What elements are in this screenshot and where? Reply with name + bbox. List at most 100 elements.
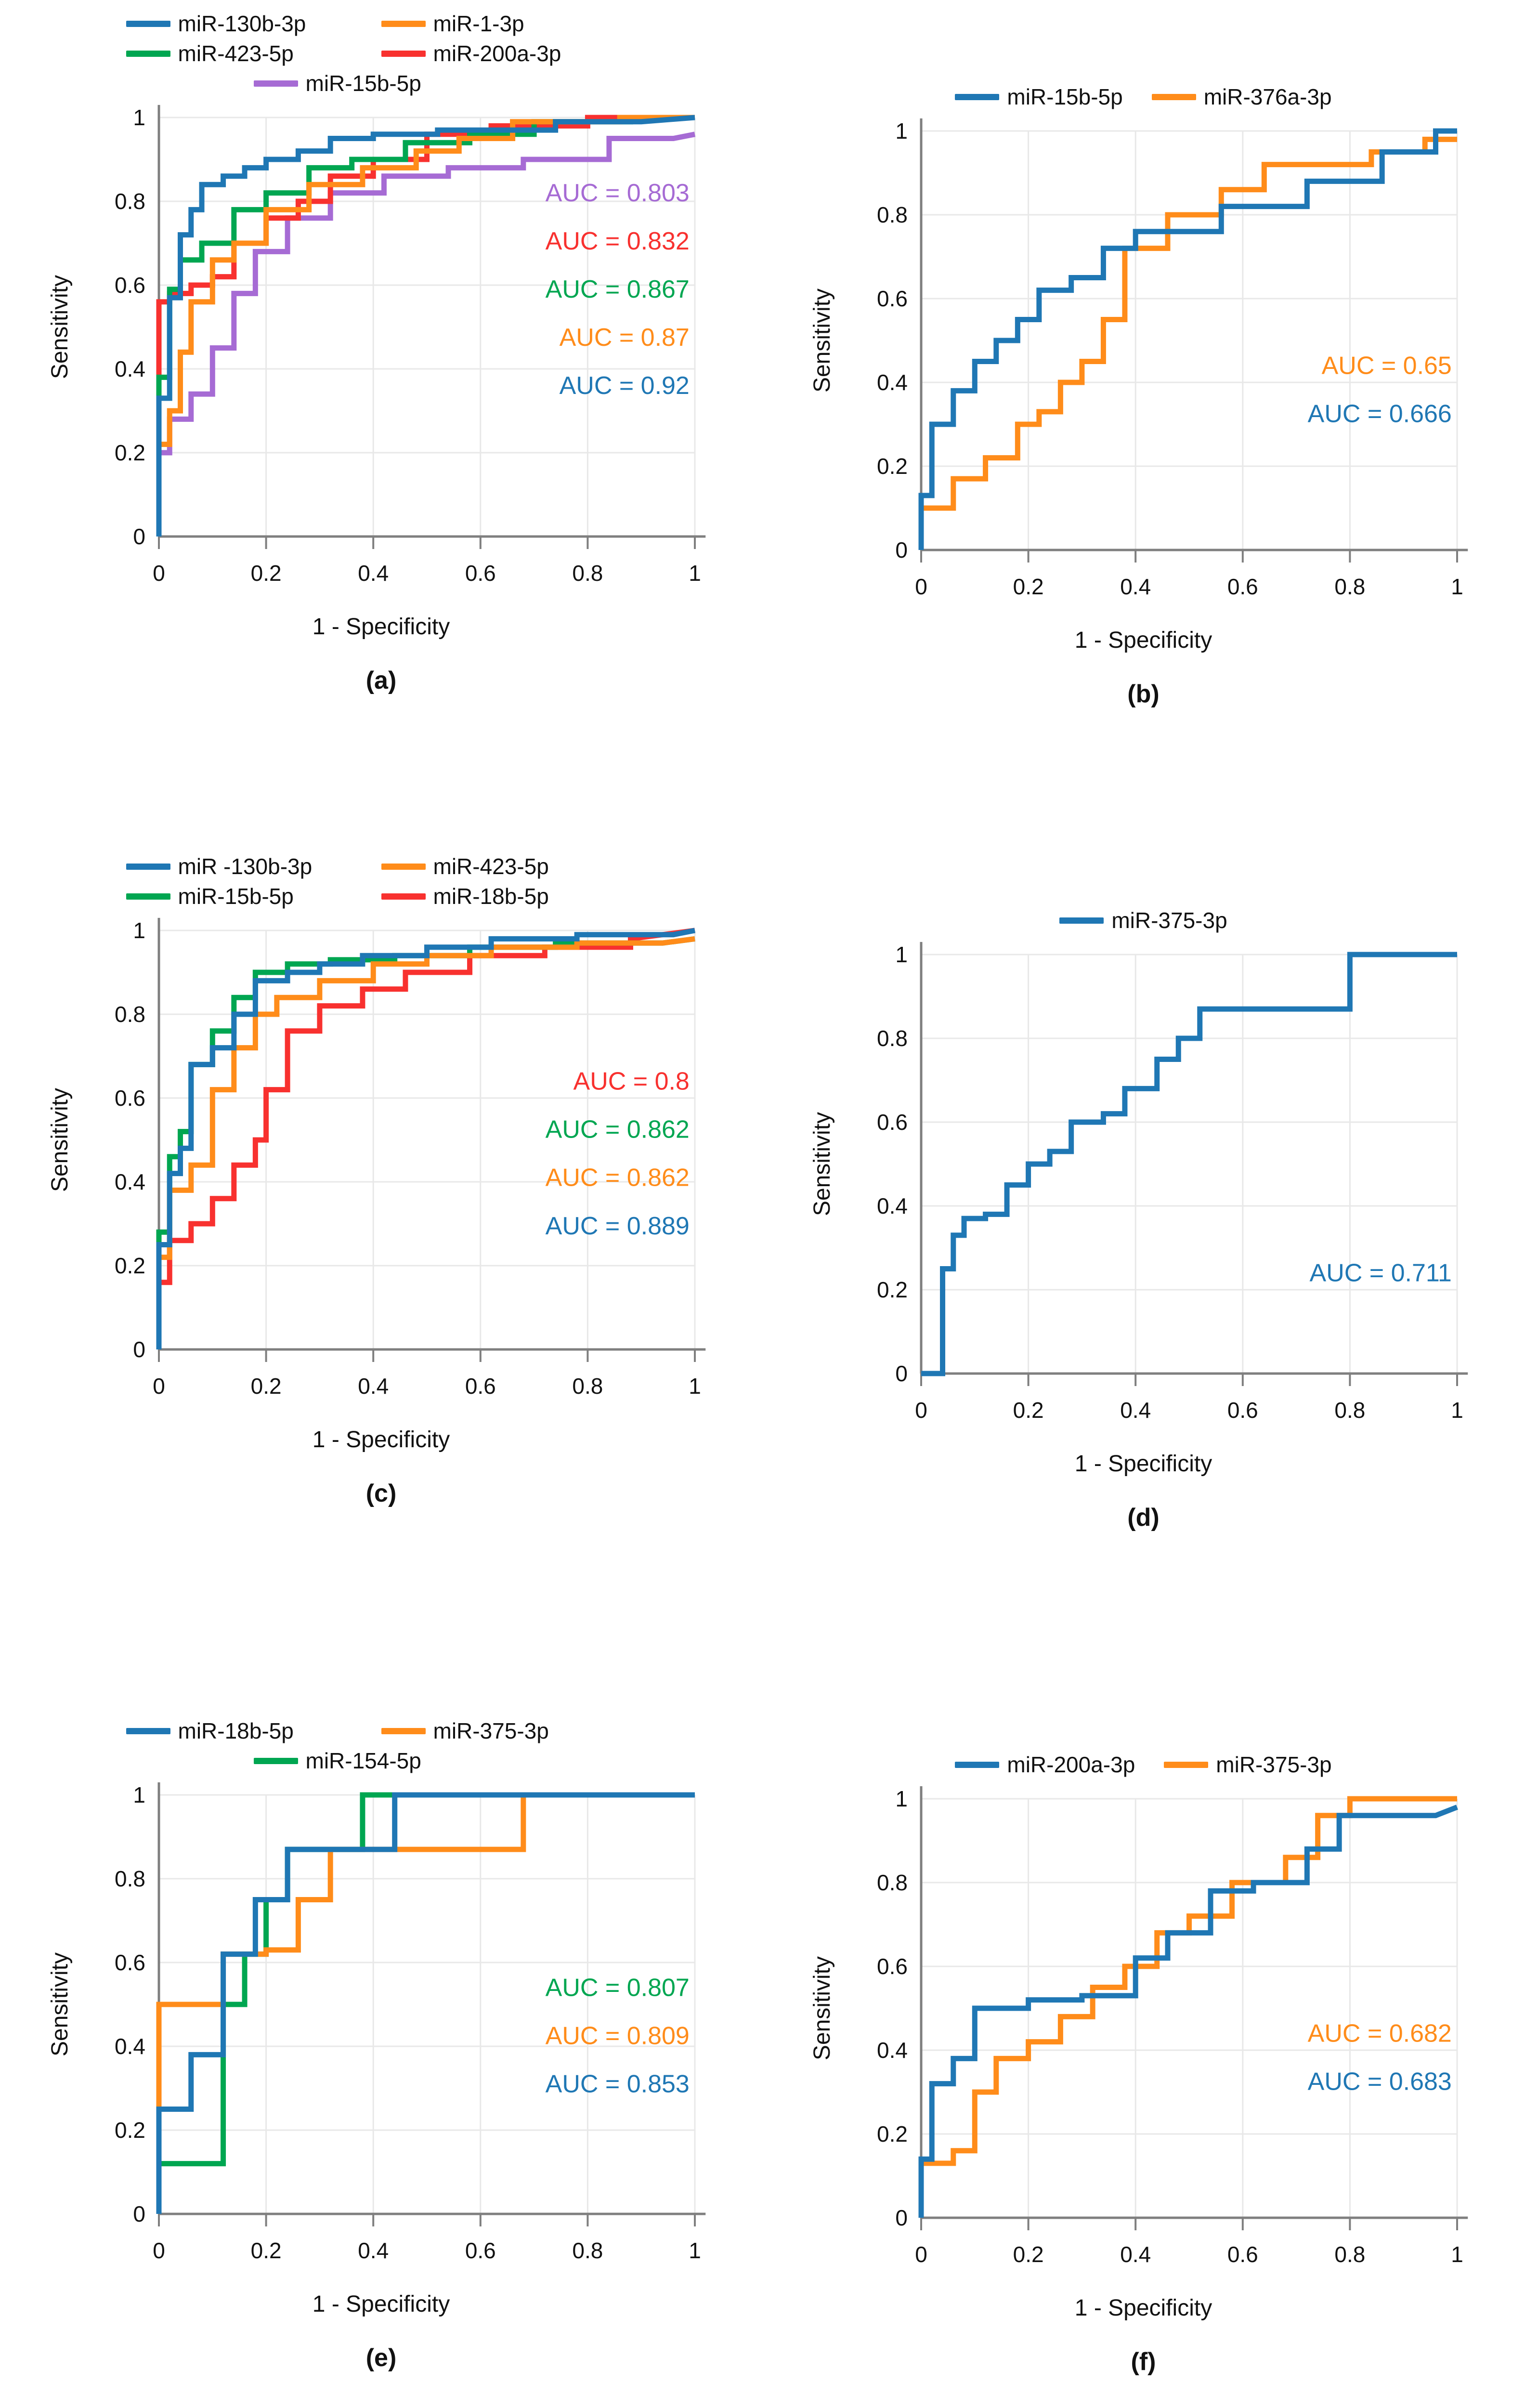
panel-b: miR-15b-5p miR-376a-3p 0 0.2 0.4 0.6 0.8 1 0 0.2… [762,0,1525,708]
grid-lines [159,929,696,1350]
auc-annotation: AUC = 0.711 [1310,1259,1452,1287]
x-tick-label: 1 [1451,574,1463,599]
x-tick-label: 0.6 [465,561,496,586]
auc-annotation: AUC = 0.862 [546,1116,690,1144]
x-axis-title-e: 1 - Specificity [312,2291,450,2317]
legend-item-label: miR-18b-5p [178,1718,294,1743]
legend-color-swatch-icon [253,80,298,87]
legend-item-label: miR-376a-3p [1203,84,1332,109]
legend-item-label: miR-15b-5p [178,884,294,909]
x-axis-title-b: 1 - Specificity [1074,628,1212,654]
y-tick-label: 0 [133,524,145,549]
auc-annotation: AUC = 0.682 [1308,2020,1452,2048]
y-tick-label: 1 [133,1782,145,1807]
legend-color-swatch-icon [126,893,170,900]
y-tick-label: 1 [895,1786,908,1811]
y-tick-label: 0.6 [115,1950,145,1975]
legend-item-label: miR -130b-3p [178,854,313,879]
x-tick-label: 0.6 [465,1374,496,1399]
legend-color-swatch-icon [126,50,170,57]
panel-e: miR-18b-5p miR-375-3p miR-154-5p 0 0.2 0.4 0.… [0,1707,762,2376]
legend-item-label: miR-375-3p [1111,908,1227,933]
legend-item: miR-1-3p [381,9,637,39]
legend-item: miR-15b-5p [253,68,509,98]
legend-item-label: miR-200a-3p [433,41,561,66]
x-tick-label: 0 [153,561,165,586]
legend-color-swatch-icon [381,863,426,870]
legend-item: miR -130b-3p [126,851,381,881]
auc-annotation: AUC = 0.862 [546,1164,690,1192]
y-tick-label: 0.8 [877,1870,908,1895]
x-tick-label: 1 [689,2238,701,2263]
legend-item: miR-154-5p [253,1746,509,1776]
legend-item: miR-200a-3p [955,1750,1135,1780]
legend-panel-a: miR-130b-3p miR-1-3p miR-423-5p miR-200a-3p… [126,9,637,98]
y-axis-title: Sensitivity [809,288,835,393]
auc-annotation: AUC = 0.867 [546,275,690,303]
y-tick-label: 0.4 [115,2034,145,2059]
y-tick-label: 1 [895,118,908,144]
legend-panel-e: miR-18b-5p miR-375-3p miR-154-5p [126,1716,637,1776]
roc-plot-a: 0 0.2 0.4 0.6 0.8 1 0 0.2 0.4 0.6 0.8 1 Sensitivity A… [47,105,706,586]
x-tick-label: 0.2 [251,1374,282,1399]
legend-color-swatch-icon [1164,1761,1209,1768]
x-tick-label: 0.2 [1013,2242,1044,2267]
auc-annotation: AUC = 0.803 [546,179,690,207]
auc-annotation: AUC = 0.807 [546,1974,690,2002]
legend-item: miR-375-3p [381,1716,637,1746]
x-tick-label: 1 [1451,1398,1463,1423]
legend-item: miR-376a-3p [1151,82,1332,112]
x-tick-label: 0 [915,574,927,599]
x-axis-title-a: 1 - Specificity [312,614,450,640]
legend-color-swatch-icon [253,1757,298,1764]
legend-item: miR-423-5p [126,39,381,68]
panel-caption-e: (e) [365,2344,397,2372]
legend-item: miR-423-5p [381,851,637,881]
y-tick-label: 0.2 [877,2121,908,2146]
x-tick-label: 0.2 [251,2238,282,2263]
legend-item-label: miR-423-5p [433,854,549,879]
x-tick-label: 0.6 [465,2238,496,2263]
y-tick-label: 0.2 [877,454,908,479]
legend-item-label: miR-1-3p [433,11,524,36]
plot-panel-e: 0 0.2 0.4 0.6 0.8 1 0 0.2 0.4 0.6 0.8 1 Sensitivity A… [0,1776,762,2286]
roc-curve [156,928,696,1350]
legend-item: miR-15b-5p [126,881,381,911]
legend-color-swatch-icon [1059,917,1104,924]
y-tick-label: 1 [133,105,145,130]
x-tick-label: 0 [915,2242,927,2267]
legend-color-swatch-icon [955,1761,1000,1768]
legend-item-label: miR-154-5p [305,1748,421,1774]
x-tick-label: 0.8 [572,561,603,586]
x-tick-label: 0.8 [1334,1398,1365,1423]
x-tick-label: 0.6 [1227,2242,1258,2267]
legend-item: miR-15b-5p [955,82,1123,112]
panel-caption-a: (a) [365,667,397,695]
legend-item-label: miR-200a-3p [1007,1752,1135,1777]
x-tick-label: 0.4 [358,2238,389,2263]
x-axis-title-d: 1 - Specificity [1074,1451,1212,1477]
auc-annotation: AUC = 0.809 [546,2022,690,2050]
panel-a: miR-130b-3p miR-1-3p miR-423-5p miR-200a-3p… [0,0,762,708]
x-tick-label: 1 [1451,2242,1463,2267]
legend-item: miR-200a-3p [381,39,637,68]
x-tick-label: 0.4 [358,1374,389,1399]
y-tick-label: 0 [895,537,908,563]
legend-item: miR-130b-3p [126,9,381,39]
plot-panel-a: 0 0.2 0.4 0.6 0.8 1 0 0.2 0.4 0.6 0.8 1 Sensitivity A… [0,98,762,609]
plot-panel-f: 0 0.2 0.4 0.6 0.8 1 0 0.2 0.4 0.6 0.8 1 Sensitivity A… [762,1780,1525,2290]
y-tick-label: 0.8 [115,1866,145,1891]
panel-caption-d: (d) [1127,1504,1160,1532]
auc-annotation: AUC = 0.87 [560,324,690,352]
y-tick-label: 0.4 [115,1169,145,1194]
axes [920,1786,1468,2219]
x-axis-title-f: 1 - Specificity [1074,2295,1212,2321]
legend-color-swatch-icon [126,863,170,870]
y-tick-label: 0.4 [115,356,145,381]
panel-d: miR-375-3p 0 0.2 0.4 0.6 0.8 1 0 0.2 0.4 0.6 0.8 1 S… [762,843,1525,1532]
roc-curve [156,936,695,1350]
legend-color-swatch-icon [126,1727,170,1734]
roc-curve [918,1805,1459,2218]
legend-item-label: miR-375-3p [433,1718,549,1743]
roc-curve [918,1796,1457,2218]
